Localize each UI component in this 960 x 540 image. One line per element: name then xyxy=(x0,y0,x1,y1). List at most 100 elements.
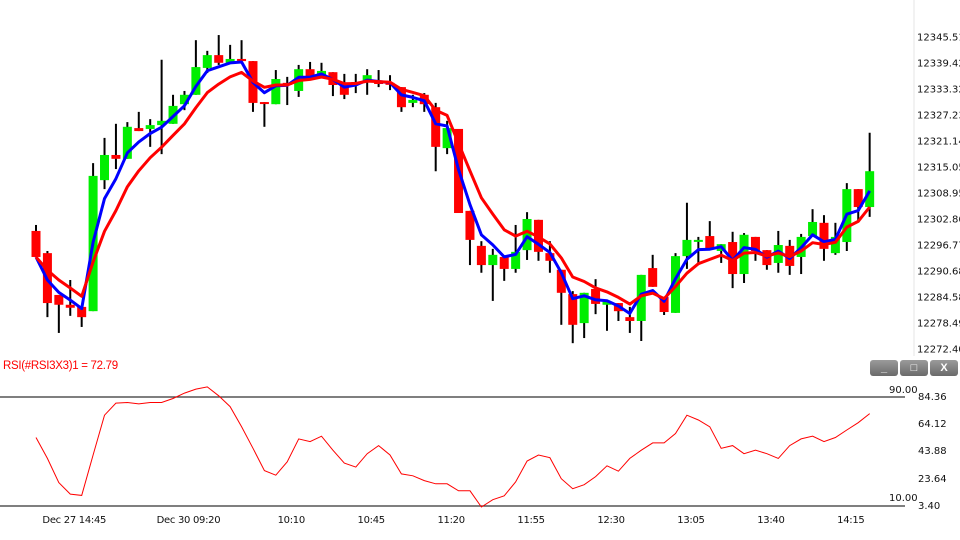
candle xyxy=(476,241,486,273)
candle-body-up xyxy=(522,218,532,251)
candle xyxy=(762,250,772,270)
candle xyxy=(77,306,87,327)
candle xyxy=(488,248,498,301)
price-tick-label: 12321.14 xyxy=(917,136,960,148)
candle-body-up xyxy=(191,67,201,95)
candle xyxy=(282,76,292,106)
time-tick-label: 11:20 xyxy=(437,515,465,526)
candle-body-down xyxy=(431,107,441,147)
price-tick-label: 12333.32 xyxy=(917,84,960,96)
candle-body-down xyxy=(625,317,635,321)
candle xyxy=(157,59,167,155)
candle xyxy=(556,269,566,325)
time-tick-label: 11:55 xyxy=(517,515,545,526)
candle-body-down xyxy=(259,102,269,105)
candle-body-down xyxy=(465,210,475,240)
candle-body-down xyxy=(545,253,555,261)
candle-body-up xyxy=(122,126,132,159)
candle-body-down xyxy=(819,222,829,249)
candle xyxy=(865,132,875,217)
candle-body-up xyxy=(179,94,189,105)
candle-body-up xyxy=(511,251,521,269)
close-button[interactable]: X xyxy=(930,360,958,376)
candle-body-up xyxy=(157,120,167,126)
candle-body-up xyxy=(202,55,212,68)
candle-body-up xyxy=(408,99,418,103)
candle-body-down xyxy=(705,236,715,249)
candle xyxy=(705,221,715,249)
candle xyxy=(374,70,384,88)
candle-body-up xyxy=(442,128,452,149)
rsi-level-upper-label: 90.00 xyxy=(889,385,918,396)
rsi-level-lower-label: 10.00 xyxy=(889,493,918,504)
candle-body-down xyxy=(499,256,509,269)
candle-body-down xyxy=(396,87,406,108)
candle-body-down xyxy=(853,189,863,208)
rsi-panel xyxy=(35,386,871,508)
price-tick-label: 12284.58 xyxy=(917,292,960,304)
candle xyxy=(431,102,441,172)
candle xyxy=(328,72,338,97)
candle xyxy=(591,279,601,315)
candle xyxy=(465,210,475,266)
candle-body-up xyxy=(808,221,818,237)
candle xyxy=(648,254,658,287)
candle-body-down xyxy=(305,69,315,77)
candle-body-down xyxy=(568,294,578,325)
price-tick-label: 12290.68 xyxy=(917,266,960,278)
candle xyxy=(853,189,863,222)
candle xyxy=(305,61,315,77)
candle xyxy=(819,215,829,261)
candle-body-up xyxy=(830,236,840,254)
candle xyxy=(602,301,612,331)
candle xyxy=(636,274,646,342)
moving-average-line-6 xyxy=(34,70,871,306)
candle xyxy=(111,123,121,170)
candle-body-down xyxy=(31,230,41,257)
candle xyxy=(31,224,41,257)
price-tick-label: 12272.40 xyxy=(917,344,960,356)
rsi-tick-label: 3.40 xyxy=(918,500,941,512)
price-tick-label: 12327.23 xyxy=(917,110,960,122)
candle xyxy=(511,224,521,273)
candle xyxy=(134,111,144,132)
candle-body-down xyxy=(591,288,601,304)
candle-body-down xyxy=(214,55,224,63)
candle xyxy=(739,233,749,283)
candle xyxy=(545,241,555,273)
candle-body-up xyxy=(488,254,498,266)
candle-body-down xyxy=(476,245,486,266)
price-tick-label: 12339.42 xyxy=(917,58,960,70)
candle-body-up xyxy=(865,171,875,208)
candle-body-up xyxy=(693,239,703,242)
minimize-button[interactable]: _ xyxy=(870,360,898,376)
candles xyxy=(31,35,875,344)
candle-body-up xyxy=(362,75,372,82)
candle-body-up xyxy=(579,292,589,324)
candle-body-down xyxy=(556,269,566,293)
maximize-button[interactable]: □ xyxy=(900,360,928,376)
candle xyxy=(808,209,818,237)
time-tick-label: 10:10 xyxy=(277,515,306,526)
candle-body-up xyxy=(145,125,155,129)
price-tick-label: 12345.51 xyxy=(917,32,960,44)
price-tick-label: 12308.95 xyxy=(917,188,960,200)
candle-body-down xyxy=(339,84,349,95)
rsi-tick-label: 43.88 xyxy=(918,446,947,458)
candle-body-down xyxy=(77,306,87,318)
rsi-tick-label: 64.12 xyxy=(918,419,947,431)
candle xyxy=(259,102,269,127)
candle xyxy=(579,292,589,339)
candle-body-up xyxy=(225,58,235,63)
candle xyxy=(225,44,235,63)
candle-body-down xyxy=(659,297,669,313)
candle xyxy=(214,35,224,65)
time-tick-label: 14:15 xyxy=(837,515,865,526)
rsi-line xyxy=(35,386,871,508)
candle xyxy=(499,256,509,281)
candle-body-down xyxy=(237,58,247,62)
candle-body-up xyxy=(271,79,281,105)
time-tick-label: 10:45 xyxy=(357,515,386,526)
candle-body-up xyxy=(100,154,110,181)
